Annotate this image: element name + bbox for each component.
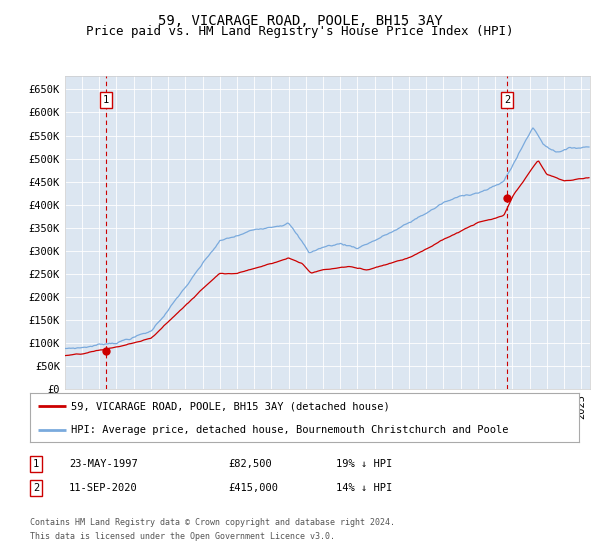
Text: 14% ↓ HPI: 14% ↓ HPI — [336, 483, 392, 493]
Text: 59, VICARAGE ROAD, POOLE, BH15 3AY: 59, VICARAGE ROAD, POOLE, BH15 3AY — [158, 14, 442, 28]
Text: 23-MAY-1997: 23-MAY-1997 — [69, 459, 138, 469]
Text: 19% ↓ HPI: 19% ↓ HPI — [336, 459, 392, 469]
Text: 59, VICARAGE ROAD, POOLE, BH15 3AY (detached house): 59, VICARAGE ROAD, POOLE, BH15 3AY (deta… — [71, 402, 390, 412]
Text: 1: 1 — [33, 459, 39, 469]
Text: This data is licensed under the Open Government Licence v3.0.: This data is licensed under the Open Gov… — [30, 532, 335, 541]
Text: 2: 2 — [504, 95, 510, 105]
Text: Price paid vs. HM Land Registry's House Price Index (HPI): Price paid vs. HM Land Registry's House … — [86, 25, 514, 38]
Text: 1: 1 — [103, 95, 109, 105]
Text: Contains HM Land Registry data © Crown copyright and database right 2024.: Contains HM Land Registry data © Crown c… — [30, 518, 395, 527]
Text: HPI: Average price, detached house, Bournemouth Christchurch and Poole: HPI: Average price, detached house, Bour… — [71, 425, 509, 435]
Text: 11-SEP-2020: 11-SEP-2020 — [69, 483, 138, 493]
Text: £82,500: £82,500 — [228, 459, 272, 469]
Text: £415,000: £415,000 — [228, 483, 278, 493]
Text: 2: 2 — [33, 483, 39, 493]
